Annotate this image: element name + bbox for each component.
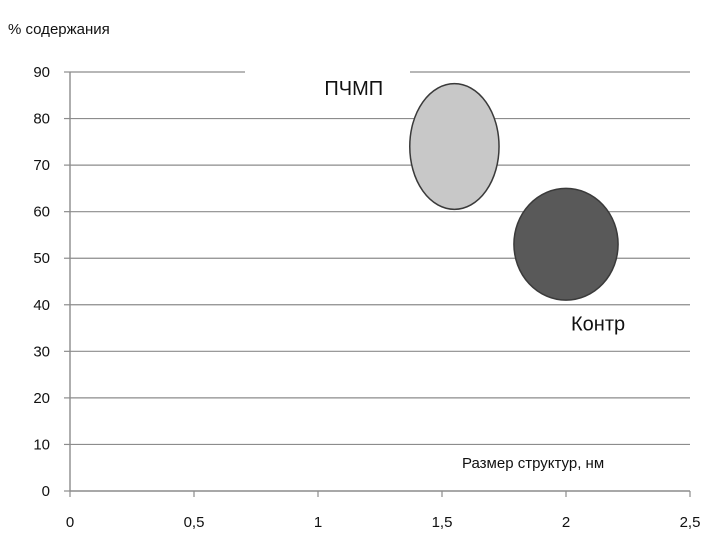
y-tick-label: 60 [33,204,50,221]
x-tick-label: 0 [66,514,74,531]
x-tick-label: 1,5 [432,514,453,531]
axes [64,71,691,497]
bubble-kontr [513,187,619,301]
x-tick-label: 1 [314,514,322,531]
bubble-pchmp [409,82,500,211]
y-tick-label: 80 [33,111,50,128]
y-tick-label: 70 [33,157,50,174]
label-backing [245,66,410,80]
y-tick-label: 50 [33,250,50,267]
x-tick-label: 0,5 [184,514,205,531]
tick-labels: 0 10 20 30 40 50 60 70 80 90 0 0,5 1 1,5 2 2,5 [33,64,700,531]
series-label-kontr: Контр [571,313,625,335]
y-axis-title: % содержания [8,21,110,38]
y-tick-label: 90 [33,64,50,81]
x-axis-title: Размер структур, нм [462,455,604,472]
y-tick-label: 10 [33,436,50,453]
y-tick-label: 0 [42,483,50,500]
y-tick-label: 30 [33,343,50,360]
x-tick-label: 2,5 [680,514,701,531]
x-tick-label: 2 [562,514,570,531]
y-tick-label: 40 [33,297,50,314]
bubbles: ПЧМП Контр [245,66,625,335]
y-tick-label: 20 [33,390,50,407]
series-label-pchmp: ПЧМП [324,78,383,100]
